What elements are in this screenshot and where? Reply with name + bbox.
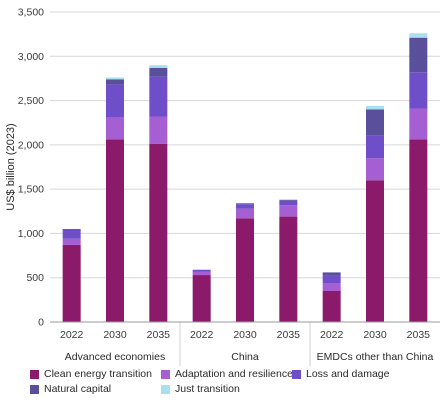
bar-segment — [106, 84, 124, 118]
bar-segment — [192, 275, 211, 322]
bar-segment — [106, 139, 124, 322]
bar-segment — [409, 37, 428, 73]
bar-segment — [409, 108, 428, 140]
bar-segment — [322, 275, 341, 284]
bar-segment — [62, 244, 81, 322]
y-tick-label: 3,500 — [18, 7, 44, 19]
bar-segment — [366, 105, 384, 110]
group-label: Advanced economies — [65, 351, 165, 363]
bar-segment — [279, 216, 298, 322]
legend-label: Loss and damage — [306, 368, 390, 380]
bar-segment — [279, 205, 298, 217]
legend-label: Adaptation and resilience — [175, 368, 293, 380]
legend-swatch — [161, 369, 170, 379]
bar-segment — [279, 199, 298, 201]
legend-item: Clean energy transition — [30, 368, 155, 380]
bar-segment — [322, 272, 341, 276]
y-tick-label: 1,500 — [18, 184, 44, 196]
bar-segment — [366, 158, 384, 181]
y-axis-title: US$ billion (2023) — [5, 123, 17, 210]
y-tick-label: 500 — [26, 272, 44, 284]
y-tick-label: 0 — [38, 317, 44, 329]
bar-segment — [279, 200, 298, 206]
bar-segment — [149, 67, 168, 77]
bar-segment — [106, 77, 124, 80]
y-tick-label: 1,000 — [18, 228, 44, 240]
bar-segment — [409, 139, 428, 322]
legend: Clean energy transition Adaptation and re… — [30, 368, 440, 395]
bar-segment — [366, 109, 384, 136]
legend-swatch — [30, 369, 39, 379]
bar-segment — [149, 65, 168, 68]
legend-swatch — [30, 384, 39, 394]
bar-segment — [106, 117, 124, 140]
bar-segment — [62, 238, 81, 245]
bar-segment — [322, 283, 341, 291]
x-tick-label: 2030 — [103, 329, 127, 341]
bar-segment — [149, 143, 168, 322]
legend-item: Natural capital — [30, 383, 155, 395]
group-label: China — [231, 351, 259, 363]
x-tick-label: 2030 — [363, 329, 387, 341]
bar-segment — [236, 208, 254, 219]
bar-segment — [236, 218, 254, 322]
y-tick-label: 3,000 — [18, 51, 44, 63]
legend-swatch — [161, 384, 170, 394]
bar-segment — [149, 76, 168, 117]
bar-segment — [62, 229, 81, 239]
bar-segment — [236, 203, 254, 205]
x-tick-label: 2022 — [190, 329, 214, 341]
bar-segment — [192, 269, 211, 272]
bar-segment — [149, 116, 168, 144]
legend-item: Adaptation and resilience — [161, 368, 293, 380]
x-tick-label: 2022 — [60, 329, 84, 341]
x-tick-label: 2030 — [233, 329, 257, 341]
y-tick-label: 2,000 — [18, 139, 44, 151]
x-tick-label: 2035 — [147, 329, 171, 341]
legend-label: Natural capital — [44, 383, 112, 395]
group-label: EMDCs other than China — [317, 351, 434, 363]
legend-item: Loss and damage — [292, 368, 422, 380]
bar-segment — [409, 72, 428, 109]
stacked-bar-chart: 0 500 1,000 1,500 2,000 2,500 3,000 3,500 US$ bi… — [5, 7, 440, 366]
legend-swatch — [292, 369, 301, 379]
bar-segment — [409, 33, 428, 38]
legend-label: Just transition — [175, 383, 240, 395]
bar-segment — [236, 204, 254, 209]
x-tick-label: 2035 — [277, 329, 301, 341]
x-tick-label: 2035 — [407, 329, 431, 341]
legend-item: Just transition — [161, 383, 286, 395]
x-tick-label: 2022 — [320, 329, 344, 341]
bar-segment — [106, 79, 124, 85]
legend-label: Clean energy transition — [44, 368, 152, 380]
y-tick-label: 2,500 — [18, 95, 44, 107]
bar-segment — [322, 291, 341, 322]
bar-segment — [366, 180, 384, 322]
bar-segment — [192, 271, 211, 276]
bar-segment — [366, 135, 384, 159]
